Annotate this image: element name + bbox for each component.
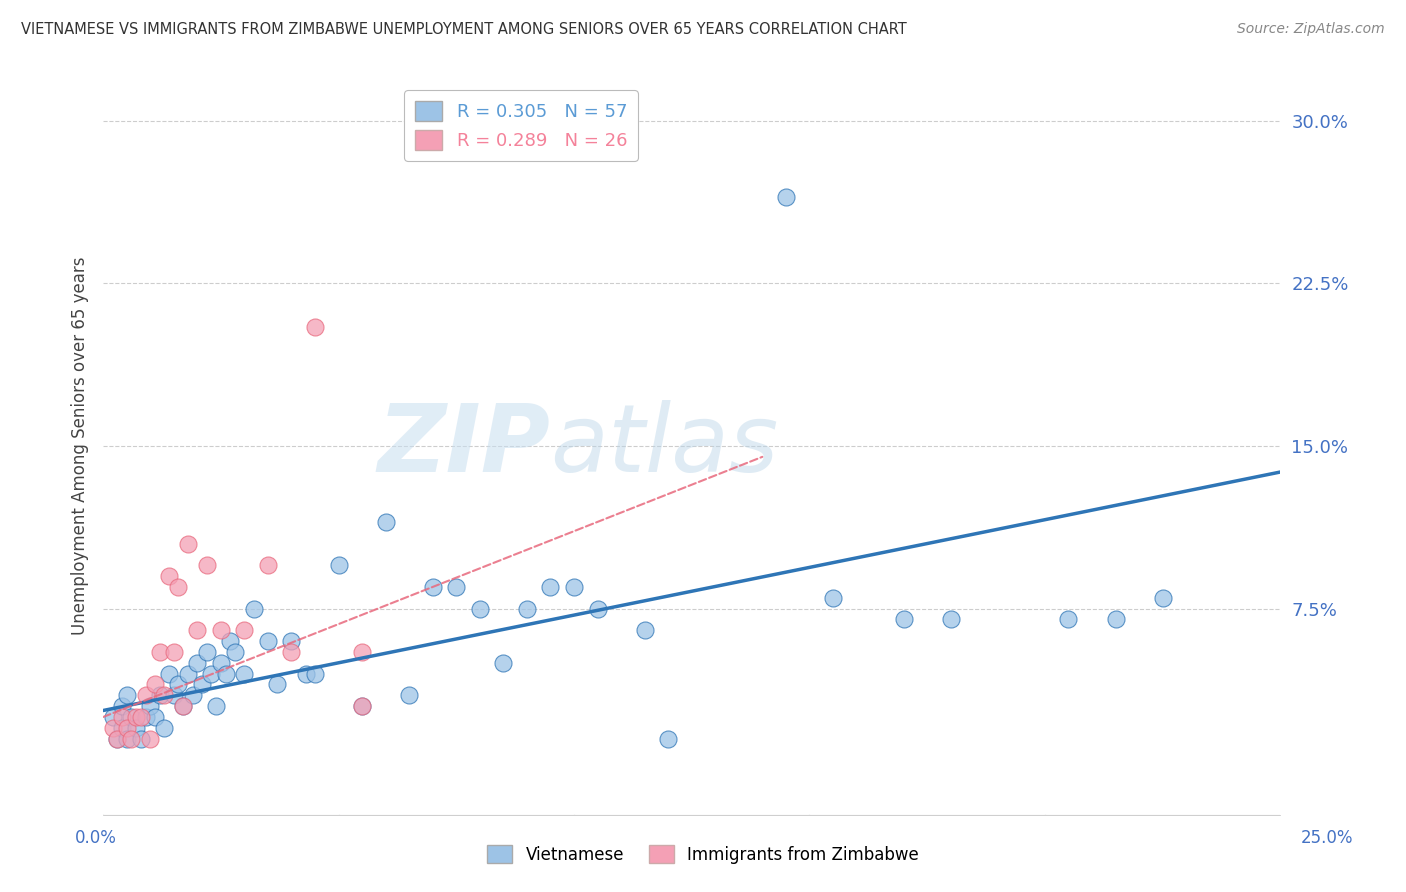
- Point: [657, 731, 679, 746]
- Point: [209, 624, 232, 638]
- Point: [105, 731, 128, 746]
- Point: [125, 721, 148, 735]
- Point: [172, 699, 194, 714]
- Point: [219, 634, 242, 648]
- Point: [468, 601, 491, 615]
- Point: [257, 634, 280, 648]
- Point: [195, 645, 218, 659]
- Point: [186, 656, 208, 670]
- Point: [374, 515, 396, 529]
- Point: [143, 677, 166, 691]
- Point: [205, 699, 228, 714]
- Legend: Vietnamese, Immigrants from Zimbabwe: Vietnamese, Immigrants from Zimbabwe: [481, 838, 925, 871]
- Point: [939, 612, 962, 626]
- Point: [120, 710, 142, 724]
- Point: [1104, 612, 1126, 626]
- Point: [352, 645, 374, 659]
- Point: [586, 601, 609, 615]
- Point: [134, 689, 156, 703]
- Point: [633, 624, 655, 638]
- Point: [446, 580, 468, 594]
- Legend: R = 0.305   N = 57, R = 0.289   N = 26: R = 0.305 N = 57, R = 0.289 N = 26: [404, 90, 638, 161]
- Point: [294, 666, 316, 681]
- Point: [111, 710, 134, 724]
- Point: [195, 558, 218, 573]
- Text: VIETNAMESE VS IMMIGRANTS FROM ZIMBABWE UNEMPLOYMENT AMONG SENIORS OVER 65 YEARS : VIETNAMESE VS IMMIGRANTS FROM ZIMBABWE U…: [21, 22, 907, 37]
- Point: [304, 319, 326, 334]
- Point: [157, 666, 180, 681]
- Point: [280, 634, 302, 648]
- Point: [224, 645, 246, 659]
- Point: [233, 624, 256, 638]
- Point: [328, 558, 350, 573]
- Point: [115, 731, 138, 746]
- Point: [139, 699, 162, 714]
- Point: [163, 689, 186, 703]
- Point: [111, 699, 134, 714]
- Point: [129, 731, 152, 746]
- Point: [200, 666, 222, 681]
- Point: [125, 710, 148, 724]
- Text: atlas: atlas: [551, 401, 779, 491]
- Text: 25.0%: 25.0%: [1301, 829, 1354, 847]
- Point: [115, 721, 138, 735]
- Point: [167, 580, 190, 594]
- Point: [243, 601, 266, 615]
- Point: [167, 677, 190, 691]
- Point: [134, 710, 156, 724]
- Point: [143, 710, 166, 724]
- Point: [153, 689, 176, 703]
- Point: [775, 189, 797, 203]
- Point: [157, 569, 180, 583]
- Point: [233, 666, 256, 681]
- Point: [422, 580, 444, 594]
- Point: [398, 689, 420, 703]
- Point: [304, 666, 326, 681]
- Point: [177, 536, 200, 550]
- Text: 0.0%: 0.0%: [75, 829, 117, 847]
- Text: Source: ZipAtlas.com: Source: ZipAtlas.com: [1237, 22, 1385, 37]
- Point: [139, 731, 162, 746]
- Point: [266, 677, 288, 691]
- Point: [153, 721, 176, 735]
- Text: ZIP: ZIP: [378, 400, 551, 492]
- Point: [111, 721, 134, 735]
- Point: [562, 580, 585, 594]
- Point: [893, 612, 915, 626]
- Point: [172, 699, 194, 714]
- Point: [115, 689, 138, 703]
- Point: [163, 645, 186, 659]
- Point: [181, 689, 204, 703]
- Point: [1057, 612, 1080, 626]
- Point: [191, 677, 214, 691]
- Point: [101, 721, 124, 735]
- Point: [540, 580, 562, 594]
- Point: [516, 601, 538, 615]
- Point: [209, 656, 232, 670]
- Point: [149, 645, 172, 659]
- Point: [177, 666, 200, 681]
- Point: [492, 656, 515, 670]
- Point: [257, 558, 280, 573]
- Point: [352, 699, 374, 714]
- Point: [120, 731, 142, 746]
- Point: [105, 731, 128, 746]
- Point: [352, 699, 374, 714]
- Point: [186, 624, 208, 638]
- Point: [129, 710, 152, 724]
- Point: [280, 645, 302, 659]
- Y-axis label: Unemployment Among Seniors over 65 years: Unemployment Among Seniors over 65 years: [72, 257, 89, 635]
- Point: [149, 689, 172, 703]
- Point: [214, 666, 236, 681]
- Point: [821, 591, 844, 605]
- Point: [1152, 591, 1174, 605]
- Point: [101, 710, 124, 724]
